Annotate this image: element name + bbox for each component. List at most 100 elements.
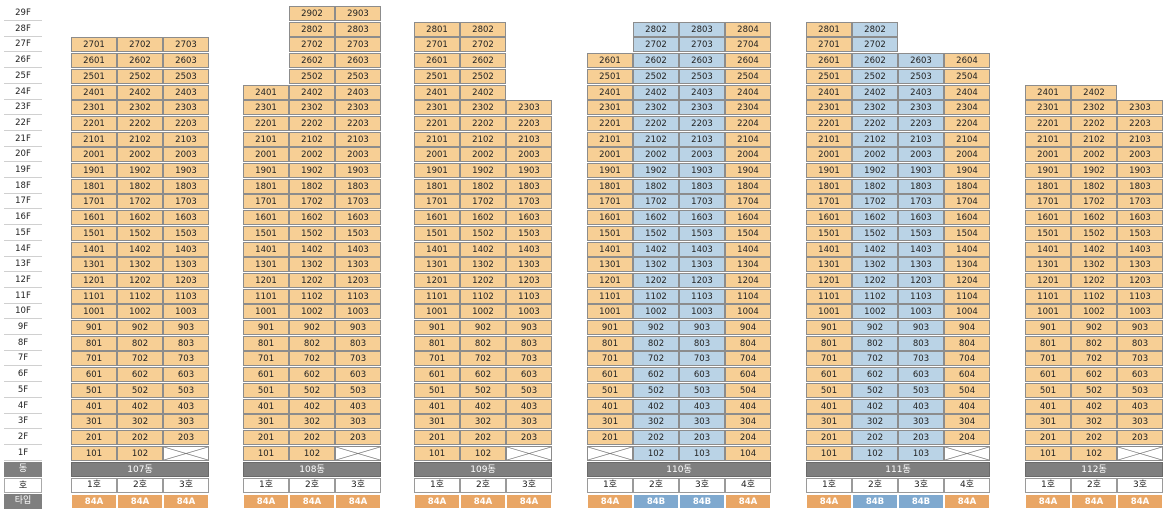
unit-cell[interactable]: 2602 <box>633 53 679 69</box>
unit-cell[interactable]: 1901 <box>243 163 289 178</box>
unit-cell[interactable]: 2101 <box>243 131 289 147</box>
unit-cell[interactable]: 1502 <box>1071 225 1117 241</box>
unit-cell[interactable]: 1602 <box>460 210 506 226</box>
unit-cell[interactable]: 2103 <box>1117 131 1163 147</box>
unit-cell[interactable]: 703 <box>898 351 944 367</box>
unit-cell[interactable]: 1803 <box>679 178 725 194</box>
unit-cell[interactable]: 1301 <box>1025 257 1071 273</box>
unit-cell[interactable]: 401 <box>806 398 852 414</box>
unit-cell[interactable]: 2501 <box>71 68 117 84</box>
unit-cell[interactable]: 701 <box>1025 351 1071 367</box>
unit-cell[interactable]: 1404 <box>725 241 771 257</box>
unit-cell[interactable]: 2001 <box>806 147 852 163</box>
unit-cell[interactable]: 2104 <box>944 131 990 147</box>
unit-cell[interactable]: 1101 <box>1025 288 1071 304</box>
unit-cell[interactable]: 902 <box>633 320 679 335</box>
unit-cell[interactable]: 2102 <box>117 131 163 147</box>
unit-cell[interactable]: 501 <box>71 382 117 398</box>
unit-cell[interactable]: 1504 <box>725 225 771 241</box>
unit-cell[interactable]: 1803 <box>335 178 381 194</box>
unit-cell[interactable]: 1802 <box>633 178 679 194</box>
unit-cell[interactable]: 2703 <box>335 37 381 53</box>
unit-cell[interactable]: 1002 <box>289 304 335 320</box>
unit-cell[interactable]: 602 <box>460 367 506 383</box>
unit-cell[interactable]: 2802 <box>633 21 679 37</box>
unit-cell[interactable]: 2401 <box>1025 84 1071 100</box>
unit-cell[interactable]: 2203 <box>898 115 944 131</box>
unit-cell[interactable]: 901 <box>1025 320 1071 335</box>
unit-cell[interactable]: 502 <box>1071 382 1117 398</box>
unit-cell[interactable]: 1902 <box>633 163 679 178</box>
unit-cell[interactable]: 2101 <box>1025 131 1071 147</box>
unit-cell[interactable]: 1404 <box>944 241 990 257</box>
unit-cell[interactable]: 802 <box>289 335 335 351</box>
unit-cell[interactable]: 501 <box>587 382 633 398</box>
unit-cell[interactable]: 502 <box>460 382 506 398</box>
unit-cell[interactable]: 2802 <box>289 21 335 37</box>
unit-cell[interactable]: 603 <box>506 367 552 383</box>
unit-cell[interactable]: 602 <box>633 367 679 383</box>
unit-cell[interactable]: 903 <box>335 320 381 335</box>
unit-cell[interactable]: 2402 <box>460 84 506 100</box>
unit-cell[interactable]: 2701 <box>806 37 852 53</box>
unit-cell[interactable]: 403 <box>898 398 944 414</box>
unit-cell[interactable]: 1702 <box>852 194 898 210</box>
unit-cell[interactable]: 2001 <box>414 147 460 163</box>
unit-cell[interactable]: 2703 <box>679 37 725 53</box>
unit-cell[interactable]: 601 <box>1025 367 1071 383</box>
unit-cell[interactable]: 102 <box>117 445 163 461</box>
unit-cell[interactable]: 2803 <box>335 21 381 37</box>
unit-cell[interactable]: 602 <box>852 367 898 383</box>
unit-cell[interactable]: 101 <box>806 445 852 461</box>
unit-cell[interactable]: 1604 <box>725 210 771 226</box>
unit-cell[interactable]: 301 <box>806 414 852 430</box>
unit-cell[interactable]: 2302 <box>633 100 679 116</box>
unit-cell[interactable]: 1402 <box>1071 241 1117 257</box>
unit-cell[interactable]: 2502 <box>852 68 898 84</box>
unit-cell[interactable]: 1003 <box>163 304 209 320</box>
unit-cell[interactable]: 2403 <box>335 84 381 100</box>
unit-cell[interactable]: 703 <box>1117 351 1163 367</box>
unit-cell[interactable]: 203 <box>898 429 944 445</box>
unit-cell[interactable]: 1401 <box>1025 241 1071 257</box>
unit-cell[interactable]: 1803 <box>506 178 552 194</box>
unit-cell[interactable]: 1804 <box>725 178 771 194</box>
unit-cell[interactable]: 503 <box>679 382 725 398</box>
unit-cell[interactable]: 1402 <box>633 241 679 257</box>
unit-cell[interactable]: 1402 <box>852 241 898 257</box>
unit-cell[interactable]: 1501 <box>243 225 289 241</box>
unit-cell[interactable]: 1202 <box>1071 272 1117 288</box>
unit-cell[interactable]: 701 <box>243 351 289 367</box>
unit-cell[interactable]: 402 <box>289 398 335 414</box>
unit-cell[interactable]: 2303 <box>1117 100 1163 116</box>
unit-cell[interactable]: 1603 <box>679 210 725 226</box>
unit-cell[interactable]: 1501 <box>806 225 852 241</box>
unit-cell[interactable]: 402 <box>633 398 679 414</box>
unit-cell[interactable]: 1604 <box>944 210 990 226</box>
unit-cell[interactable]: 1002 <box>117 304 163 320</box>
unit-cell[interactable]: 1203 <box>898 272 944 288</box>
unit-cell[interactable]: 202 <box>852 429 898 445</box>
unit-cell[interactable]: 603 <box>898 367 944 383</box>
unit-cell[interactable]: 903 <box>898 320 944 335</box>
unit-cell[interactable]: 1403 <box>163 241 209 257</box>
unit-cell[interactable]: 503 <box>898 382 944 398</box>
unit-cell[interactable]: 1103 <box>1117 288 1163 304</box>
unit-cell[interactable]: 1304 <box>725 257 771 273</box>
unit-cell[interactable]: 2403 <box>679 84 725 100</box>
unit-cell[interactable]: 1001 <box>243 304 289 320</box>
unit-cell[interactable]: 2603 <box>163 53 209 69</box>
unit-cell[interactable]: 2701 <box>414 37 460 53</box>
unit-cell[interactable]: 1703 <box>898 194 944 210</box>
unit-cell[interactable]: 2301 <box>71 100 117 116</box>
unit-cell[interactable]: 201 <box>243 429 289 445</box>
unit-cell[interactable]: 1803 <box>163 178 209 194</box>
unit-cell[interactable]: 803 <box>898 335 944 351</box>
unit-cell[interactable]: 1801 <box>587 178 633 194</box>
unit-cell[interactable]: 2004 <box>944 147 990 163</box>
unit-cell[interactable]: 403 <box>1117 398 1163 414</box>
unit-cell[interactable]: 2804 <box>725 21 771 37</box>
unit-cell[interactable]: 2402 <box>1071 84 1117 100</box>
unit-cell[interactable]: 1104 <box>725 288 771 304</box>
unit-cell[interactable]: 2102 <box>1071 131 1117 147</box>
